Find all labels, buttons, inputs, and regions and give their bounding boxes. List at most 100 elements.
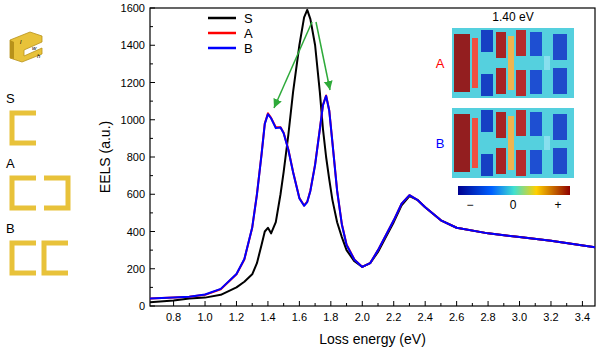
legend-label: A <box>244 26 253 41</box>
dimension-label: w <box>32 45 37 51</box>
resonator <box>44 243 68 273</box>
x-minor-tick <box>409 303 410 306</box>
x-tick <box>299 301 300 306</box>
y-tick-label: 1000 <box>121 114 145 126</box>
field-patch <box>496 32 506 58</box>
plot-frame <box>150 8 595 306</box>
x-minor-tick <box>378 303 379 306</box>
y-tick-label: 400 <box>127 226 145 238</box>
x-axis-label: Loss energy (eV) <box>319 331 426 347</box>
field-patch <box>496 68 506 94</box>
y-tick-label: 800 <box>127 151 145 163</box>
y-axis-label: EELS (a.u.) <box>97 121 113 193</box>
x-tick-label: 0.8 <box>166 311 181 323</box>
y-tick-label: 1600 <box>121 2 145 14</box>
x-tick-label: 3.0 <box>512 311 527 323</box>
x-tick-label: 1.8 <box>323 311 338 323</box>
y-minor-tick <box>150 212 153 213</box>
y-minor-tick <box>150 101 153 102</box>
resonator-3d-side <box>10 40 14 59</box>
legend-label: S <box>244 11 253 26</box>
y-tick-label: 1200 <box>121 77 145 89</box>
series-line <box>150 96 595 299</box>
series-line <box>150 10 595 302</box>
chart: 0.81.01.21.41.61.82.02.22.42.62.83.03.23… <box>0 0 600 353</box>
structure-label: B <box>6 221 15 236</box>
colorbar-label: − <box>466 198 473 212</box>
x-tick-label: 1.6 <box>292 311 307 323</box>
y-tick <box>150 231 155 232</box>
y-tick <box>150 8 155 9</box>
field-patch <box>516 110 526 136</box>
x-tick-label: 1.0 <box>197 311 212 323</box>
color-bar <box>458 186 570 195</box>
field-patch <box>516 70 526 96</box>
map-title: 1.40 eV <box>492 10 533 24</box>
x-minor-tick <box>535 303 536 306</box>
field-patch <box>454 114 470 172</box>
y-tick <box>150 157 155 158</box>
field-patch <box>481 74 493 96</box>
field-patch <box>544 136 550 150</box>
field-patch <box>508 36 514 90</box>
resonator <box>44 178 68 208</box>
x-minor-tick <box>503 303 504 306</box>
field-patch <box>544 56 550 70</box>
x-minor-tick <box>346 303 347 306</box>
resonator <box>12 243 36 273</box>
resonator <box>12 113 36 143</box>
x-tick <box>582 301 583 306</box>
y-tick-label: 200 <box>127 263 145 275</box>
field-patch <box>516 150 526 176</box>
x-tick <box>362 301 363 306</box>
y-tick-label: 600 <box>127 188 145 200</box>
y-tick-label: 1400 <box>121 39 145 51</box>
resonator-3d <box>10 32 42 62</box>
x-minor-tick <box>472 303 473 306</box>
field-patch <box>481 30 493 52</box>
x-tick-label: 1.2 <box>229 311 244 323</box>
y-tick <box>150 306 155 307</box>
resonator <box>12 178 36 208</box>
x-minor-tick <box>566 303 567 306</box>
x-minor-tick <box>220 303 221 306</box>
colorbar-label: 0 <box>510 198 517 212</box>
structure-label: S <box>6 91 15 106</box>
field-patch <box>496 148 506 174</box>
field-map <box>452 28 574 98</box>
x-tick <box>519 301 520 306</box>
field-patch <box>553 148 567 174</box>
field-map <box>452 108 574 178</box>
legend-swatch <box>208 32 236 35</box>
arrow <box>316 22 330 90</box>
legend-swatch <box>208 17 236 20</box>
field-patch <box>508 116 514 170</box>
field-patch <box>530 70 542 94</box>
x-tick-label: 2.6 <box>449 311 464 323</box>
dimension-label: l <box>20 39 22 45</box>
x-tick-label: 2.2 <box>386 311 401 323</box>
y-minor-tick <box>150 287 153 288</box>
map-label: A <box>436 56 445 71</box>
x-tick <box>330 301 331 306</box>
y-tick <box>150 45 155 46</box>
x-tick <box>425 301 426 306</box>
field-patch <box>472 38 478 88</box>
field-patch <box>530 112 542 136</box>
y-tick <box>150 119 155 120</box>
y-minor-tick <box>150 26 153 27</box>
field-patch <box>496 112 506 138</box>
dimension-label: h <box>37 53 41 59</box>
y-tick <box>150 194 155 195</box>
field-patch <box>553 34 567 60</box>
field-patch <box>454 34 470 92</box>
x-tick <box>267 301 268 306</box>
x-tick <box>393 301 394 306</box>
arrow <box>274 22 312 108</box>
y-tick <box>150 268 155 269</box>
x-minor-tick <box>189 303 190 306</box>
field-patch <box>481 154 493 176</box>
y-minor-tick <box>150 138 153 139</box>
x-tick-label: 2.0 <box>355 311 370 323</box>
field-patch <box>472 118 478 168</box>
